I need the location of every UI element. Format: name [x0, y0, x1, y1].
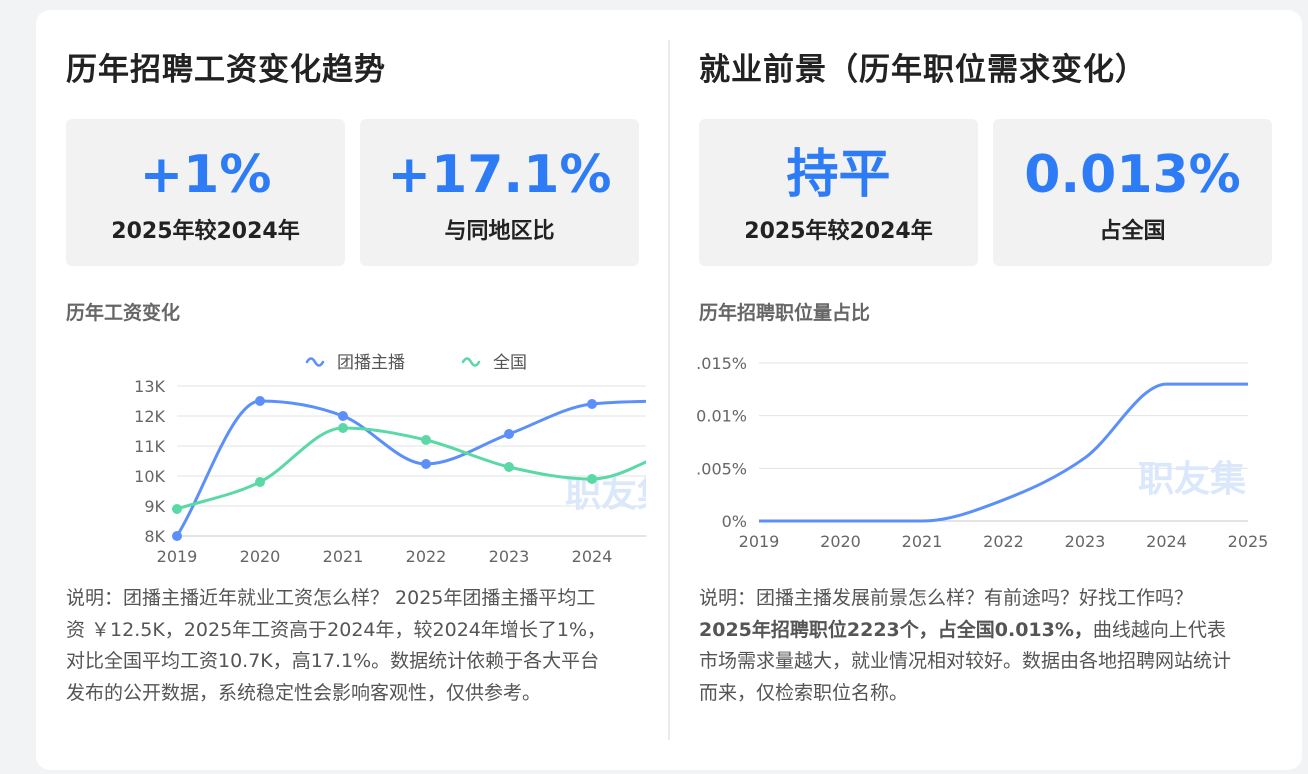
x-tick-label: 2019: [157, 547, 198, 566]
data-point: [587, 399, 597, 409]
y-tick-label: 0%: [722, 512, 747, 531]
x-tick-label: 2020: [240, 547, 281, 566]
x-tick-label: 2024: [1146, 532, 1187, 551]
data-point: [338, 411, 348, 421]
data-point: [421, 459, 431, 469]
y-tick-label: 13K: [134, 377, 165, 396]
legend-wave-icon: [305, 357, 325, 367]
demand-description: 说明：团播主播发展前景怎么样？有前途吗？好找工作吗？ 2025年招聘职位2223个…: [699, 583, 1244, 709]
y-tick-label: 0.01%: [696, 407, 747, 426]
x-tick-label: 2022: [406, 547, 447, 566]
demand-description-rest: 曲线越向上代表市场需求量越大，就业情况相对较好。数据由各地招聘网站统计而来，仅检…: [699, 618, 1232, 704]
salary-yoy-label: 2025年较2024年: [111, 219, 300, 244]
salary-yoy-stat: +1% 2025年较2024年: [66, 119, 345, 266]
x-tick-label: 2023: [1065, 532, 1106, 551]
data-point: [255, 477, 265, 487]
legend-label: 全国: [493, 353, 527, 373]
demand-yoy-stat: 持平 2025年较2024年: [699, 119, 978, 266]
x-tick-label: 2019: [739, 532, 780, 551]
x-tick-label: 2023: [489, 547, 530, 566]
x-tick-label: 2020: [820, 532, 861, 551]
salary-panel-title: 历年招聘工资变化趋势: [66, 52, 386, 88]
x-tick-label: 2025: [1228, 532, 1269, 551]
y-tick-label: 11K: [134, 437, 165, 456]
y-tick-label: 10K: [134, 467, 165, 486]
watermark-text: 职友集: [1138, 459, 1246, 500]
demand-description-highlight: 2025年招聘职位2223个，占全国0.013%，: [699, 618, 1093, 641]
demand-share-stat: 0.013% 占全国: [993, 119, 1272, 266]
salary-description: 说明：团播主播近年就业工资怎么样？ 2025年团播主播平均工资 ￥12.5K，2…: [66, 587, 607, 704]
data-point: [338, 423, 348, 433]
salary-chart-title: 历年工资变化: [66, 302, 181, 324]
data-point: [255, 396, 265, 406]
y-tick-label: .005%: [696, 459, 747, 478]
y-tick-label: .015%: [696, 354, 747, 373]
demand-share-label: 占全国: [1099, 219, 1166, 244]
salary-region-value: +17.1%: [387, 145, 612, 205]
demand-chart-title: 历年招聘职位量占比: [699, 302, 871, 324]
series-line: [758, 382, 1248, 523]
legend-wave-icon: [461, 357, 481, 367]
series-line: [175, 399, 646, 537]
legend-label: 团播主播: [337, 353, 405, 373]
x-tick-label: 2022: [983, 532, 1024, 551]
panel-divider: [668, 40, 670, 740]
data-point: [504, 429, 514, 439]
watermark-text: 职友集: [565, 474, 646, 515]
x-tick-label: 2024: [572, 547, 613, 566]
demand-line-chart: 0% .005% 0.01% .015% 2019 2020 2021 2022 2023 202…: [696, 354, 1269, 551]
salary-region-stat: +17.1% 与同地区比: [360, 119, 639, 266]
salary-region-label: 与同地区比: [444, 219, 555, 244]
salary-line-chart: 8K 9K 10K 11K 12K 13K 2019 2020 2021 2022 2023 2024…: [134, 353, 646, 566]
demand-share-value: 0.013%: [1024, 145, 1241, 205]
data-point: [504, 462, 514, 472]
data-point: [421, 435, 431, 445]
outlook-panel-title: 就业前景（历年职位需求变化）: [699, 52, 1147, 88]
demand-yoy-value: 持平: [786, 145, 891, 205]
y-tick-label: 12K: [134, 407, 165, 426]
x-tick-label: 2021: [323, 547, 364, 566]
demand-description-lead: 说明：团播主播发展前景怎么样？有前途吗？好找工作吗？: [699, 587, 1194, 609]
salary-yoy-value: +1%: [139, 145, 272, 205]
demand-yoy-label: 2025年较2024年: [744, 219, 933, 244]
y-tick-label: 9K: [144, 497, 165, 516]
data-point: [172, 504, 182, 514]
x-tick-label: 2021: [902, 532, 943, 551]
y-tick-label: 8K: [144, 527, 165, 546]
data-point: [587, 474, 597, 484]
data-point: [172, 531, 182, 541]
